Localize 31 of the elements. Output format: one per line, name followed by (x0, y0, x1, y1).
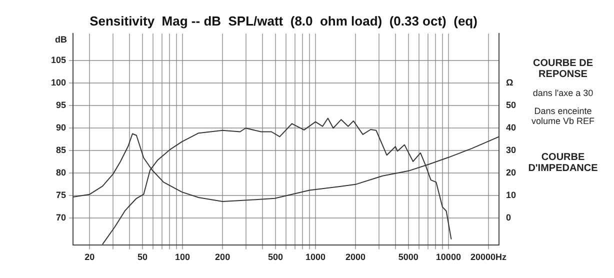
y2-tick-label: 30 (506, 145, 516, 156)
text: dans l'axe a 30 (532, 88, 594, 98)
y2-tick-label: 40 (506, 122, 516, 133)
y2-tick-label: 20 (506, 168, 516, 178)
x-tick-label: 20000Hz (470, 252, 507, 262)
y2-tick-label: 10 (506, 190, 516, 200)
y2-tick-label: 0 (506, 212, 512, 223)
x-tick-label: 2000 (346, 252, 366, 262)
y-tick-label: 75 (56, 190, 66, 200)
y-tick-label: 95 (56, 100, 66, 110)
text: COURBE DE REPONSE (532, 58, 594, 80)
y-tick-label: 105 (50, 55, 66, 66)
x-tick-label: 500 (268, 252, 283, 262)
y2-tick-label: 50 (506, 100, 516, 110)
x-tick-label: 50 (138, 252, 148, 262)
chart-title: Sensitivity Mag -- dB SPL/watt (8.0 ohm load) (0.33 oct) (eq) (90, 13, 478, 28)
y-tick-label: 85 (56, 145, 66, 156)
x-tick-label: 5000 (398, 252, 418, 262)
x-tick-label: 200 (215, 252, 230, 262)
x-tick-label: 1000 (305, 252, 326, 262)
y-tick-label: 70 (56, 212, 66, 223)
x-tick-label: 100 (175, 252, 190, 262)
y2-tick-label: Ω (506, 78, 514, 88)
text: COURBE D'IMPEDANCE (527, 152, 599, 174)
x-tick-label: 20 (84, 252, 95, 262)
text: Dans enceinte volume Vb REF (530, 106, 596, 126)
x-tick-label: 10000 (436, 252, 461, 262)
y-tick-label: 90 (56, 122, 66, 133)
y-tick-label: 100 (50, 78, 66, 88)
y-axis-title: dB (55, 34, 68, 45)
y-tick-label: 80 (56, 168, 66, 178)
